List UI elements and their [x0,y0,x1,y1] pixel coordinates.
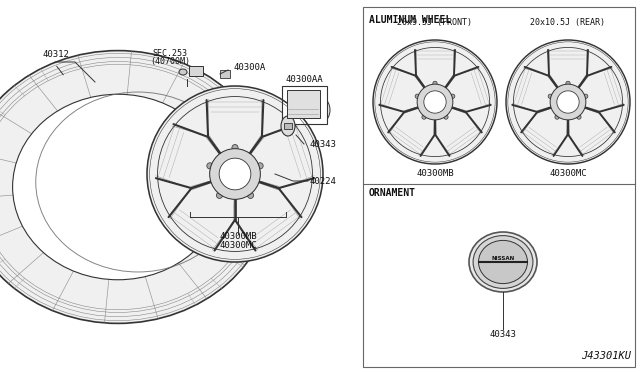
Bar [287,90,320,118]
Circle shape [207,163,213,169]
Circle shape [555,115,559,119]
Text: 40300MC: 40300MC [549,169,587,178]
Circle shape [557,91,579,113]
Bar [284,123,292,129]
Circle shape [216,192,223,198]
Circle shape [584,94,588,99]
Text: 40300MB: 40300MB [416,169,454,178]
Text: J43301KU: J43301KU [581,351,631,361]
Circle shape [248,192,253,198]
Ellipse shape [172,102,268,211]
Circle shape [219,158,251,190]
Text: SEC.253: SEC.253 [152,49,188,58]
Circle shape [566,81,570,86]
Text: 40300AA: 40300AA [285,75,323,84]
Bar [220,70,230,78]
Ellipse shape [469,232,537,292]
Text: ALUMINUM WHEEL: ALUMINUM WHEEL [369,15,451,25]
Ellipse shape [473,235,533,288]
Circle shape [257,163,263,169]
Ellipse shape [0,51,273,323]
Circle shape [577,115,581,119]
Bar [189,66,203,76]
Text: 40312: 40312 [42,50,69,59]
Circle shape [451,94,455,99]
Text: 40343: 40343 [490,330,516,339]
Circle shape [548,94,552,99]
Text: 40343: 40343 [310,140,337,149]
Ellipse shape [281,116,295,136]
Text: (40700M): (40700M) [150,57,190,66]
Ellipse shape [13,94,223,280]
Circle shape [417,84,453,120]
Circle shape [433,81,437,86]
Bar [282,86,327,124]
Text: 40224: 40224 [310,177,337,186]
Circle shape [550,84,586,120]
Circle shape [422,115,426,119]
Circle shape [373,40,497,164]
Circle shape [424,91,446,113]
Ellipse shape [310,97,330,123]
Ellipse shape [179,69,187,75]
Text: 40300A: 40300A [233,63,265,72]
Text: 40300MB: 40300MB [219,232,257,241]
Circle shape [415,94,419,99]
Circle shape [147,86,323,262]
Text: NISSAN: NISSAN [492,257,515,262]
Circle shape [506,40,630,164]
Bar [363,7,635,367]
Text: ORNAMENT: ORNAMENT [369,188,416,198]
Circle shape [232,144,238,151]
Text: 40300MC: 40300MC [219,241,257,250]
Circle shape [444,115,448,119]
Text: 20x10.5J (REAR): 20x10.5J (REAR) [531,18,605,27]
Text: 20x9.5J (FRONT): 20x9.5J (FRONT) [397,18,472,27]
Ellipse shape [479,240,527,283]
Circle shape [210,149,260,199]
